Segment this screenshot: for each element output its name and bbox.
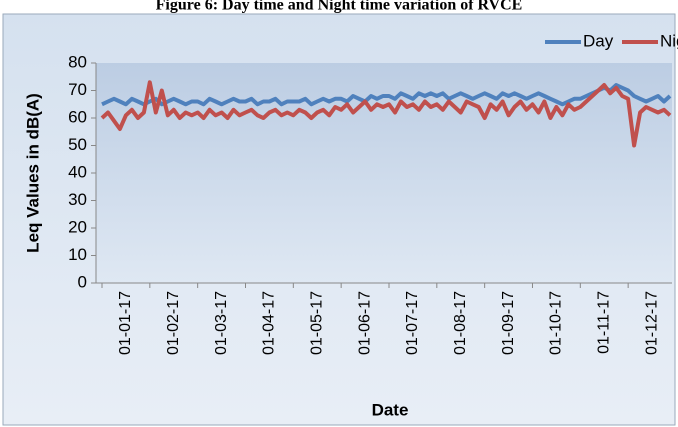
x-tick-label: 01-01-17: [117, 291, 134, 355]
y-tick-label: 80: [68, 52, 87, 71]
x-tick-label: 01-12-17: [643, 291, 660, 355]
x-tick-label: 01-08-17: [452, 291, 469, 355]
y-tick-label: 40: [68, 162, 87, 181]
x-tick-label: 01-04-17: [261, 291, 278, 355]
legend-label: Night: [660, 31, 678, 50]
legend-label: Day: [583, 31, 614, 50]
x-tick-label: 01-03-17: [213, 291, 230, 355]
x-tick-label: 01-09-17: [500, 291, 517, 355]
y-tick-label: 70: [68, 80, 87, 99]
x-tick-label: 01-06-17: [356, 291, 373, 355]
x-tick-label: 01-11-17: [596, 291, 613, 354]
y-tick-label: 0: [78, 272, 87, 291]
y-tick-label: 60: [68, 107, 87, 126]
x-axis-label: Date: [372, 400, 409, 419]
y-tick-label: 20: [68, 217, 87, 236]
x-tick-label: 01-10-17: [548, 291, 565, 355]
y-tick-label: 10: [68, 245, 87, 264]
y-axis-label: Leq Values in dB(A): [23, 93, 42, 253]
chart-title: Figure 6: Day time and Night time variat…: [156, 0, 523, 14]
x-tick-label: 01-07-17: [404, 291, 421, 355]
data-line: [101, 83, 672, 107]
y-tick-label: 50: [68, 135, 87, 154]
x-tick-label: 01-02-17: [165, 291, 182, 355]
x-tick-label: 01-05-17: [309, 291, 326, 355]
data-line: [100, 80, 672, 148]
y-tick-label: 30: [68, 190, 87, 209]
